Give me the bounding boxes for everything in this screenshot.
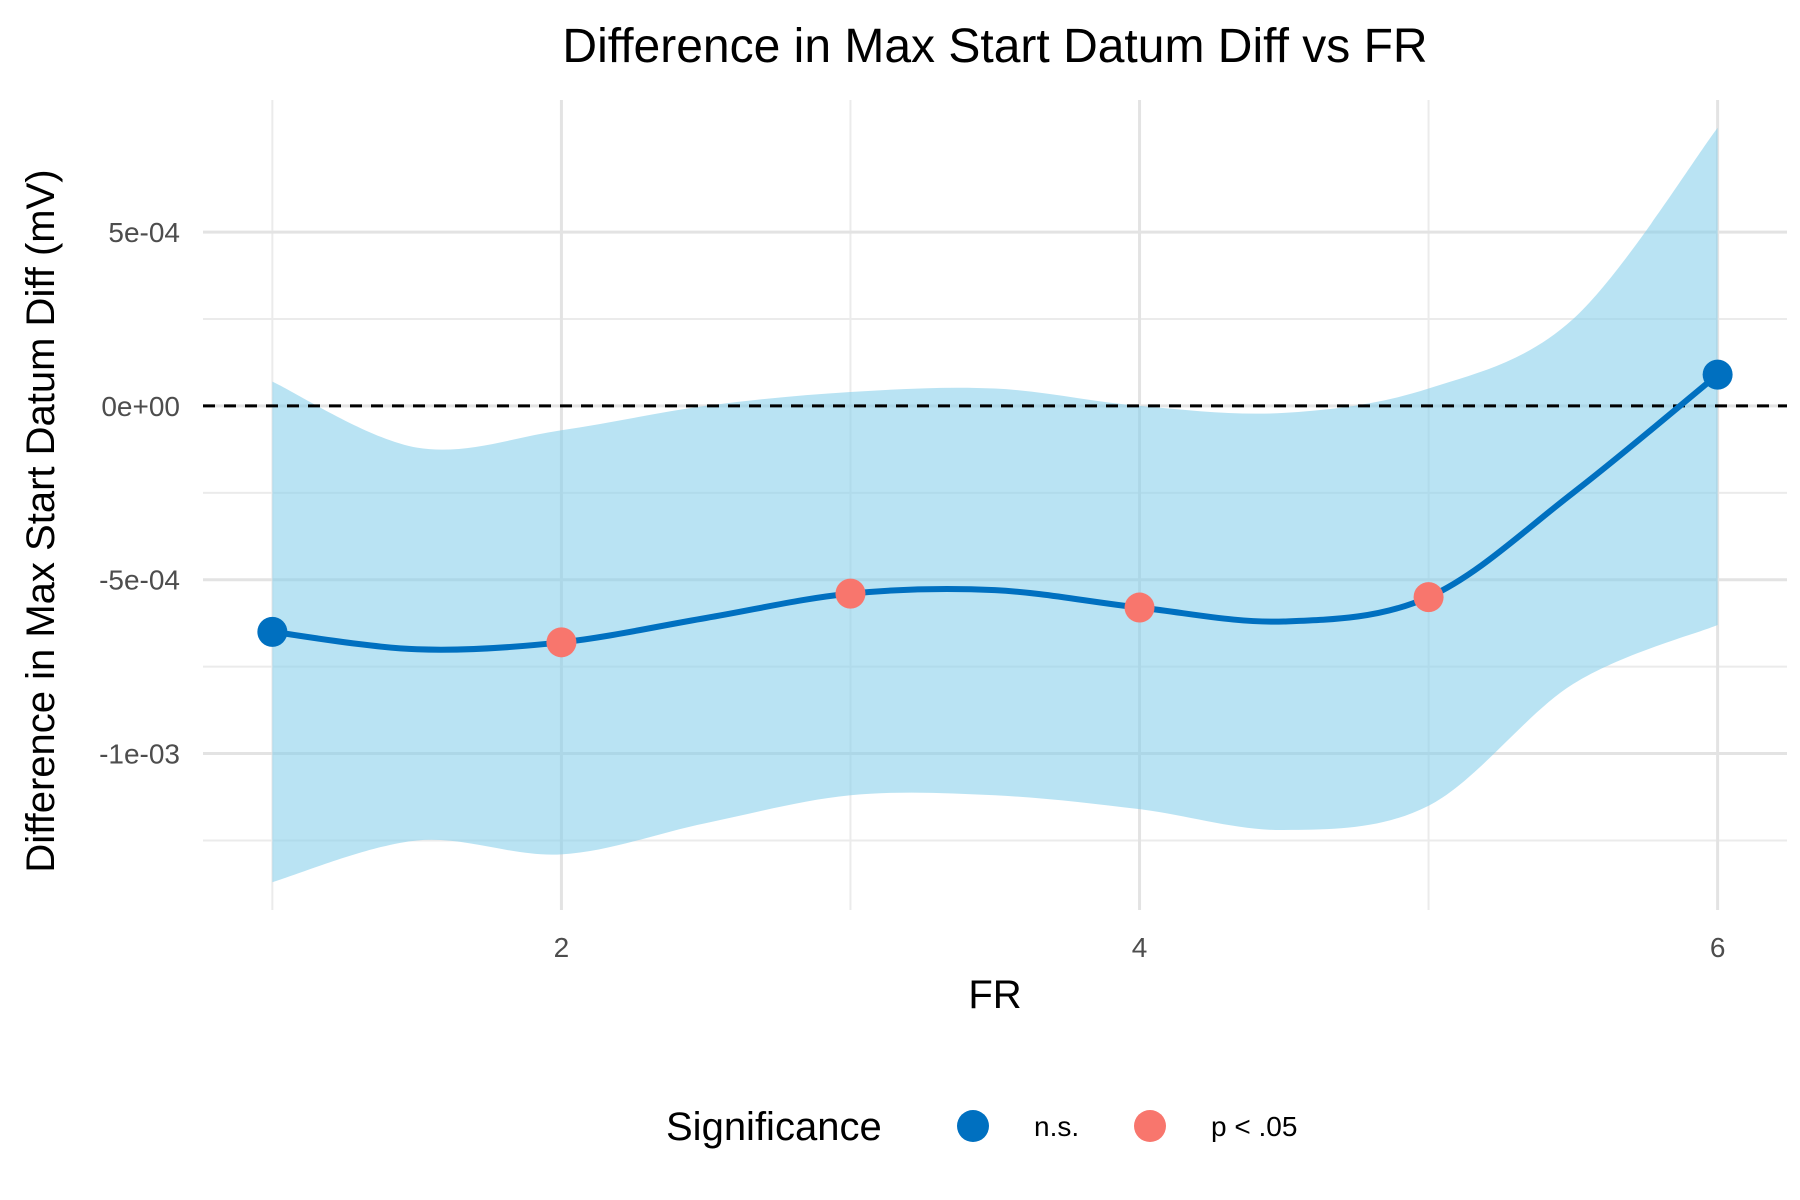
smoothed-trend-line xyxy=(269,371,1721,653)
data-point-ns xyxy=(257,616,288,647)
legend-label-ns: n.s. xyxy=(1034,1111,1079,1142)
data-point-significant xyxy=(835,578,866,609)
trend-line xyxy=(269,371,1721,653)
data-point-ns xyxy=(1702,359,1733,390)
y-axis-title: Difference in Max Start Datum Diff (mV) xyxy=(19,169,63,872)
y-tick-label: -1e-03 xyxy=(99,739,180,770)
y-tick-label: 5e-04 xyxy=(108,217,180,248)
data-point-significant xyxy=(1413,582,1444,613)
confidence-band xyxy=(272,127,1718,883)
legend-key-ns xyxy=(957,1110,989,1142)
x-tick-label: 6 xyxy=(1710,932,1726,963)
x-tick-label: 4 xyxy=(1132,932,1148,963)
x-axis-tick-labels: 2 4 6 xyxy=(554,932,1726,963)
legend-label-significant: p < .05 xyxy=(1211,1111,1297,1142)
data-point-significant xyxy=(1124,592,1155,623)
y-tick-label: 0e+00 xyxy=(101,391,180,422)
y-tick-label: -5e-04 xyxy=(99,565,180,596)
chart-title: Difference in Max Start Datum Diff vs FR xyxy=(562,20,1427,73)
confidence-ribbon xyxy=(272,127,1718,883)
legend: Significance n.s. p < .05 xyxy=(666,1105,1297,1149)
y-axis-tick-labels: 5e-04 0e+00 -5e-04 -1e-03 xyxy=(99,217,180,769)
legend-title: Significance xyxy=(666,1105,882,1149)
x-axis-title: FR xyxy=(968,973,1021,1017)
data-points xyxy=(257,359,1733,658)
legend-key-significant xyxy=(1134,1110,1166,1142)
x-tick-label: 2 xyxy=(554,932,570,963)
data-point-significant xyxy=(546,627,577,658)
